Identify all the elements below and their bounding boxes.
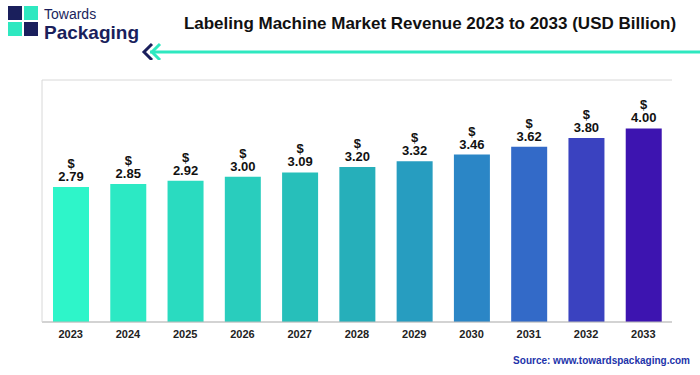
html-text:Labeling Machine Market Revenu: Labeling Machine Market Revenue 2023 to …	[183, 14, 677, 33]
svg-text:2030: 2030	[459, 328, 483, 340]
svg-text:$3.62: $3.62	[517, 116, 542, 144]
svg-text:2031: 2031	[517, 328, 541, 340]
html-text:Towards: Towards	[44, 6, 97, 22]
svg-text:$3.46: $3.46	[459, 124, 484, 152]
svg-text:$3.20: $3.20	[345, 136, 370, 164]
svg-text:$3.09: $3.09	[287, 141, 312, 169]
svg-text:$2.79: $2.79	[58, 156, 83, 184]
svg-text:2025: 2025	[173, 328, 197, 340]
svg-text:2024: 2024	[116, 328, 141, 340]
svg-text:$3.80: $3.80	[574, 107, 599, 135]
svg-text:2026: 2026	[230, 328, 254, 340]
svg-text:$2.92: $2.92	[173, 150, 198, 178]
svg-text:2033: 2033	[631, 328, 655, 340]
html-text:Packaging: Packaging	[44, 22, 139, 43]
svg-text:2028: 2028	[345, 328, 369, 340]
svg-text:$2.85: $2.85	[116, 153, 141, 181]
svg-text:2029: 2029	[402, 328, 426, 340]
svg-text:2032: 2032	[574, 328, 598, 340]
svg-text:$3.00: $3.00	[230, 146, 255, 174]
svg-text:2023: 2023	[58, 328, 82, 340]
svg-text:$3.32: $3.32	[402, 130, 427, 158]
svg-text:2027: 2027	[287, 328, 311, 340]
svg-text:$4.00: $4.00	[631, 97, 656, 125]
html-text:Source: www.towardspackaging.c: Source: www.towardspackaging.com	[513, 355, 690, 366]
